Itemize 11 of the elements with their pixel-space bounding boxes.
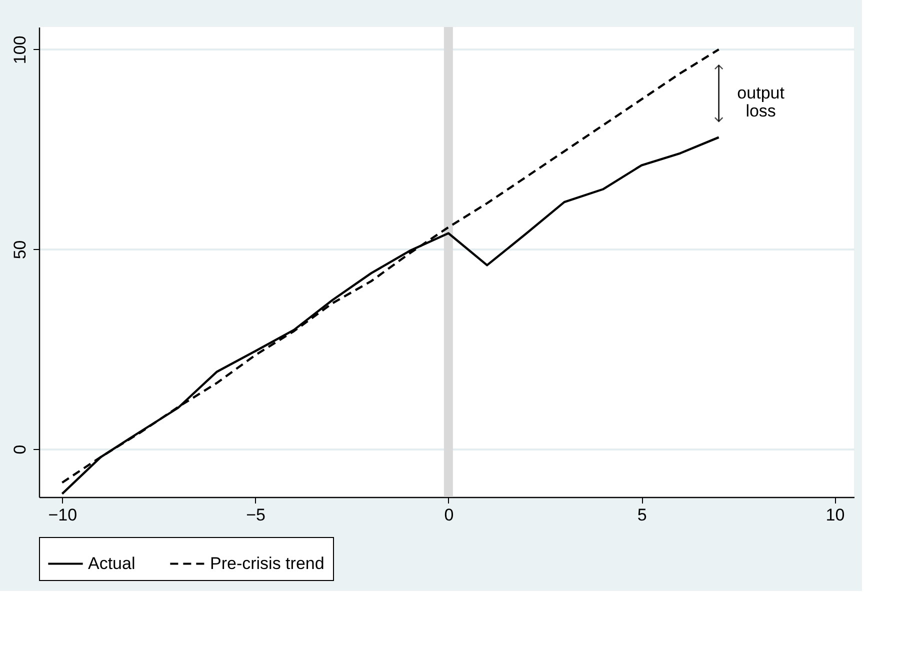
x-tick-label: −5 xyxy=(246,506,266,524)
y-tick-label: 0 xyxy=(10,444,30,454)
annotation: output loss xyxy=(737,83,785,120)
y-tick-label: 50 xyxy=(10,240,30,260)
x-tick-label: −10 xyxy=(48,506,78,524)
x-tick-label: 10 xyxy=(826,506,845,524)
x-tick-label: 0 xyxy=(444,506,454,524)
legend-label: Actual xyxy=(88,554,136,573)
x-tick-label: 5 xyxy=(637,506,647,524)
y-tick-label: 100 xyxy=(10,36,30,64)
legend-label: Pre-crisis trend xyxy=(210,554,324,573)
